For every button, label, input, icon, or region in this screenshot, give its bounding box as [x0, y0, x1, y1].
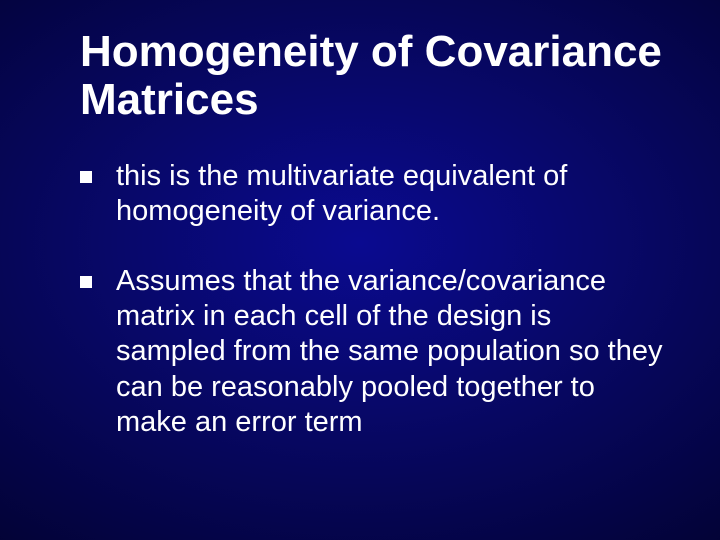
slide: Homogeneity of Covariance Matrices this …	[0, 0, 720, 540]
bullet-item: Assumes that the variance/covariance mat…	[80, 264, 665, 441]
slide-title: Homogeneity of Covariance Matrices	[80, 28, 665, 125]
bullet-list: this is the multivariate equivalent of h…	[80, 159, 665, 441]
bullet-item: this is the multivariate equivalent of h…	[80, 159, 665, 230]
